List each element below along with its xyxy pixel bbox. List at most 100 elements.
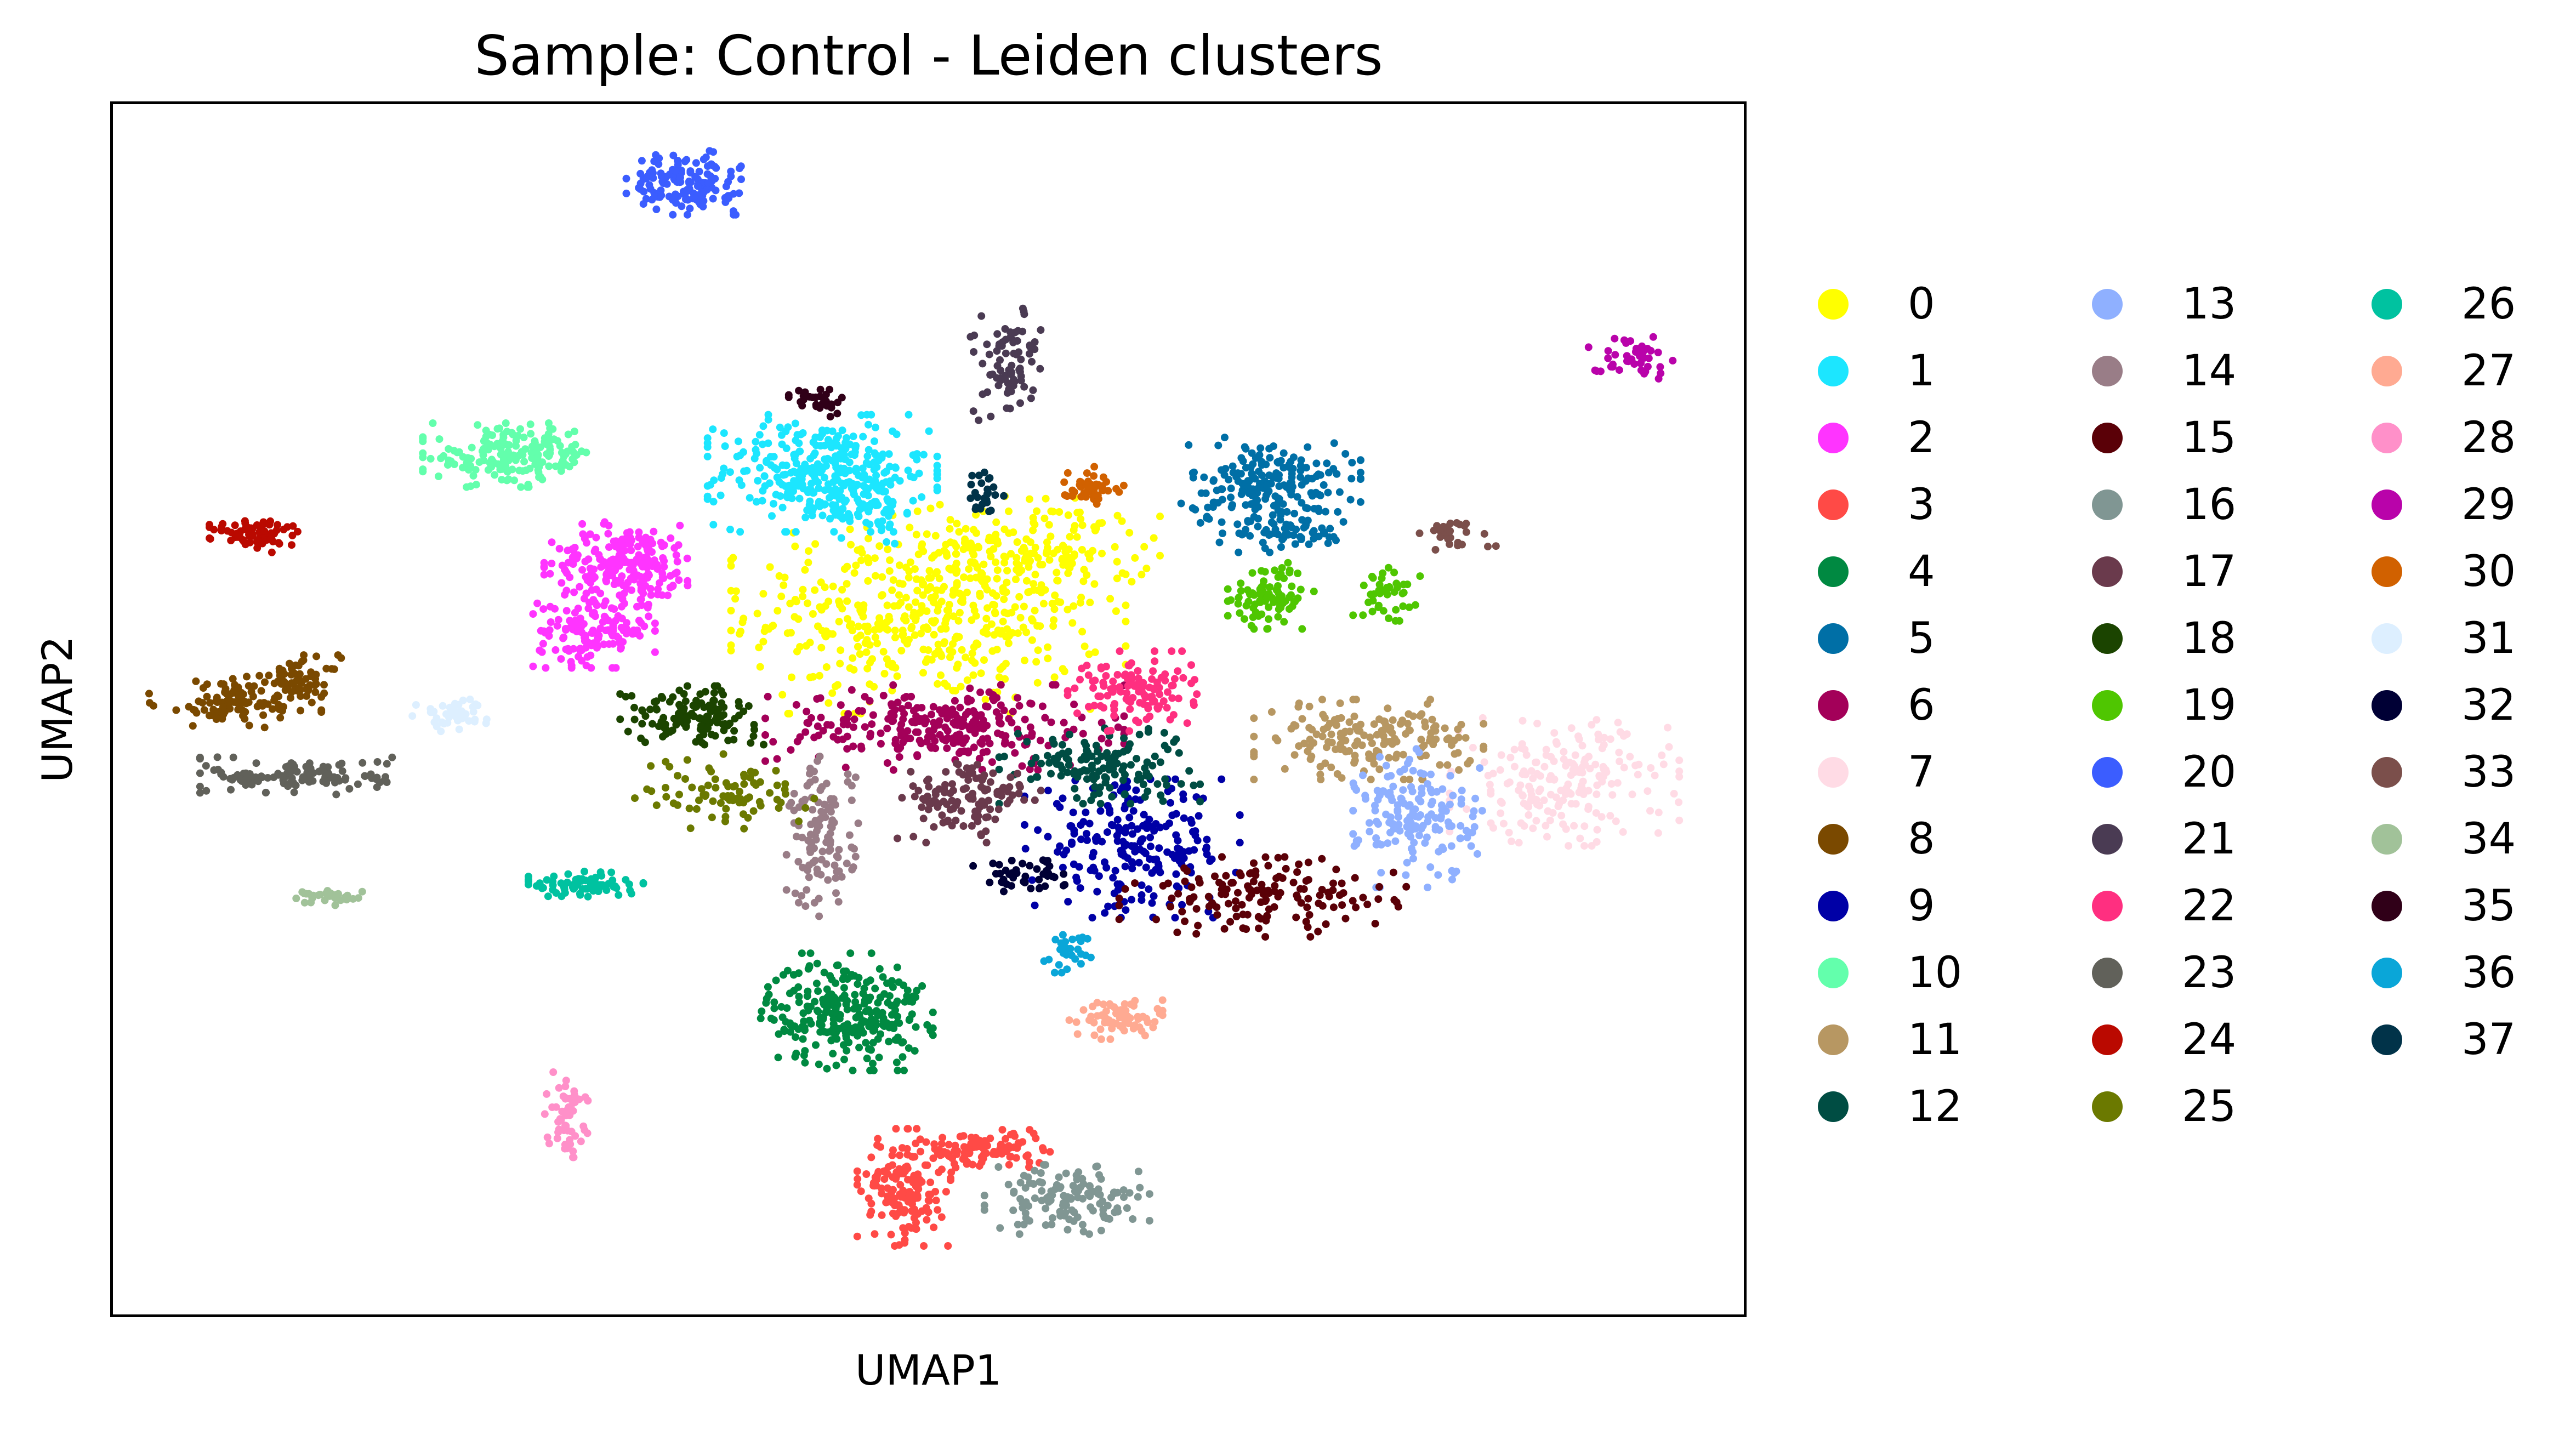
data-point <box>1391 837 1400 845</box>
data-point <box>681 157 689 166</box>
data-point <box>860 984 868 993</box>
data-point <box>932 1197 940 1204</box>
data-point <box>1446 772 1454 780</box>
data-point <box>1034 646 1042 654</box>
data-point <box>883 655 891 663</box>
data-point <box>633 602 641 611</box>
data-point <box>1127 800 1135 808</box>
data-point <box>1009 528 1017 536</box>
data-point <box>1296 462 1305 470</box>
data-point <box>1329 903 1338 912</box>
data-point <box>311 688 320 696</box>
data-point <box>635 528 643 536</box>
data-point <box>335 777 343 785</box>
data-point <box>650 527 658 536</box>
data-point <box>972 511 980 519</box>
data-point <box>948 822 956 830</box>
data-point <box>1628 790 1636 799</box>
data-point <box>1031 796 1039 804</box>
data-point <box>1396 720 1404 728</box>
data-point <box>1437 815 1445 823</box>
data-point <box>1178 908 1186 916</box>
data-point <box>1471 794 1480 802</box>
data-point <box>1138 881 1146 889</box>
data-point <box>675 576 683 584</box>
data-point <box>1086 599 1094 607</box>
data-point <box>1016 399 1024 407</box>
data-point <box>1515 839 1523 847</box>
data-point <box>1028 730 1036 738</box>
data-point <box>1177 499 1185 508</box>
data-point <box>1101 909 1109 917</box>
data-point <box>857 556 865 565</box>
data-point <box>773 755 781 763</box>
data-point <box>1145 1217 1153 1225</box>
data-point <box>1464 760 1472 768</box>
data-point <box>893 963 901 971</box>
data-point <box>925 783 933 791</box>
data-point <box>1279 500 1287 508</box>
data-point <box>1171 914 1179 922</box>
data-point <box>1256 444 1265 452</box>
data-point <box>1162 822 1170 830</box>
data-point <box>642 561 651 570</box>
data-point <box>634 543 642 551</box>
data-point <box>761 623 770 631</box>
data-point <box>782 851 791 859</box>
data-point <box>652 704 660 713</box>
data-point <box>1031 606 1039 614</box>
data-point <box>1278 564 1286 572</box>
data-point <box>1415 832 1423 840</box>
data-point <box>1282 520 1290 528</box>
data-point <box>755 644 763 652</box>
data-point <box>676 703 685 711</box>
data-point <box>1104 828 1111 836</box>
data-point <box>1457 795 1465 804</box>
data-point <box>220 680 228 688</box>
data-point <box>1121 771 1129 779</box>
data-point <box>546 570 554 578</box>
data-point <box>818 847 827 856</box>
data-point <box>1382 761 1390 770</box>
data-point <box>1120 712 1128 720</box>
data-point <box>590 565 598 573</box>
data-point <box>514 432 522 440</box>
data-point <box>814 722 822 730</box>
data-point <box>1085 819 1094 828</box>
data-point <box>709 195 717 203</box>
data-point <box>647 591 655 599</box>
data-point <box>1131 879 1139 887</box>
data-point <box>581 634 589 641</box>
data-point <box>1091 783 1099 791</box>
data-point <box>275 540 283 548</box>
data-point <box>1017 377 1025 385</box>
data-point <box>898 1144 906 1152</box>
data-point <box>911 631 919 639</box>
data-point <box>1069 809 1077 817</box>
data-point <box>727 172 735 180</box>
data-point <box>633 627 641 634</box>
data-point <box>1157 791 1165 799</box>
data-point <box>1237 872 1245 880</box>
data-point <box>778 481 786 489</box>
data-point <box>812 980 821 988</box>
data-point <box>226 696 234 704</box>
data-point <box>843 597 851 605</box>
data-point <box>252 759 260 767</box>
data-point <box>1079 1227 1088 1236</box>
data-point <box>924 625 932 633</box>
data-point <box>867 411 875 419</box>
data-point <box>596 589 605 597</box>
data-point <box>1265 905 1273 913</box>
data-point <box>974 640 982 648</box>
data-point <box>782 886 791 894</box>
data-point <box>308 698 316 707</box>
data-point <box>975 1162 983 1170</box>
data-point <box>264 774 272 782</box>
data-point <box>1186 898 1194 906</box>
data-point <box>1246 869 1254 878</box>
data-point <box>795 998 803 1006</box>
data-point <box>867 1199 875 1208</box>
data-point <box>1305 911 1313 919</box>
data-point <box>983 813 992 821</box>
